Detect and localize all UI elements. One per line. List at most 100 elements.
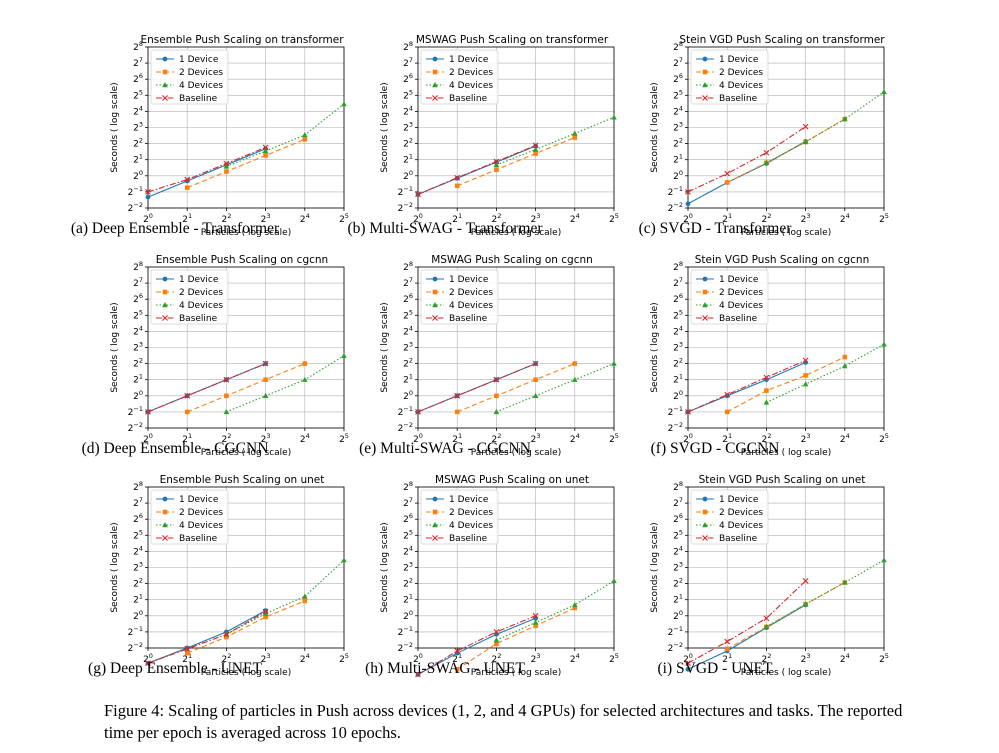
y-tick-label: 20 [673, 389, 683, 402]
data-point [685, 189, 691, 195]
series-line [147, 148, 266, 198]
x-tick-label: 20 [683, 212, 693, 225]
data-point [724, 170, 731, 177]
data-point [223, 408, 230, 415]
data-point [493, 637, 500, 643]
y-tick-label: 21 [133, 373, 143, 386]
chart-svg: MSWAG Push Scaling on unet 2−2 2−1 20 21 22 23… [380, 474, 619, 678]
data-point [803, 373, 808, 378]
plot-frame [147, 266, 345, 429]
series-2-devices [454, 135, 578, 189]
data-point [532, 146, 539, 152]
y-tick-label: 27 [403, 496, 413, 509]
y-tick-label: 20 [133, 389, 143, 402]
data-point [802, 577, 809, 584]
series-2-devices [184, 361, 308, 415]
data-point [184, 392, 191, 399]
plot-frame [687, 46, 885, 209]
x-tick-label: 23 [801, 212, 811, 225]
y-tick-label: 25 [133, 88, 143, 101]
y-tick-label: 2−2 [128, 421, 143, 434]
chart-panel: Ensemble Push Scaling on transformer 2−2 2… [110, 34, 410, 256]
plot-frame [417, 266, 615, 429]
y-tick-label: 27 [133, 496, 143, 509]
data-point [763, 623, 770, 630]
y-tick-label: 23 [673, 561, 683, 574]
series-1-device [145, 361, 268, 415]
data-point [494, 393, 499, 399]
legend-entry: Baseline [179, 94, 218, 104]
x-tick-label: 24 [840, 212, 850, 225]
data-point [341, 101, 347, 107]
legend-marker [432, 496, 438, 502]
y-tick-label: 22 [133, 137, 143, 150]
data-point [802, 123, 809, 130]
x-axis-label: Particles ( log scale) [741, 448, 831, 458]
series-2-devices [184, 598, 308, 656]
y-tick-label: 28 [403, 480, 413, 493]
y-tick-label: 26 [403, 72, 413, 85]
x-tick-label: 21 [722, 652, 732, 665]
chart-panel: Stein VGD Push Scaling on cgcnn 2−2 2−1 20 2… [650, 254, 950, 476]
y-tick-label: 27 [673, 496, 683, 509]
data-point [881, 557, 887, 563]
data-point [532, 360, 539, 367]
y-tick-label: 23 [673, 121, 683, 134]
y-tick-label: 2−2 [128, 641, 143, 654]
y-tick-label: 25 [673, 528, 683, 541]
series-line [456, 363, 576, 413]
y-tick-label: 20 [403, 169, 413, 182]
x-tick-label: 25 [339, 212, 349, 225]
y-tick-label: 23 [673, 341, 683, 354]
data-point [763, 399, 770, 405]
data-point [842, 579, 848, 585]
series-baseline [145, 360, 269, 415]
x-tick-label: 25 [879, 652, 889, 665]
x-tick-label: 25 [339, 652, 349, 665]
y-tick-label: 22 [403, 357, 413, 370]
data-point [145, 189, 151, 195]
x-tick-label: 23 [801, 432, 811, 445]
plot-frame [417, 486, 615, 649]
subfigure-caption: (g) Deep Ensemble - UNET [88, 660, 262, 677]
chart-title: Stein VGD Push Scaling on unet [699, 474, 866, 486]
y-axis-label: Seconds ( log scale) [380, 302, 390, 392]
legend: 1 Device 2 Devices 4 Devices Baseline [690, 49, 769, 105]
x-tick-label: 20 [143, 212, 153, 225]
data-point [184, 185, 190, 190]
series-line [186, 600, 306, 654]
series-line [687, 604, 806, 670]
x-tick-label: 25 [879, 432, 889, 445]
x-tick-label: 24 [570, 432, 580, 445]
y-tick-label: 20 [403, 389, 413, 402]
series-line [147, 146, 266, 193]
y-tick-label: 24 [403, 324, 413, 337]
x-tick-label: 22 [491, 652, 501, 665]
data-point [223, 631, 230, 638]
legend-entry: 2 Devices [179, 68, 223, 78]
figure-caption: Figure 4: Scaling of particles in Push a… [104, 701, 903, 742]
y-tick-label: 27 [403, 56, 413, 69]
data-point [263, 153, 268, 158]
series-baseline [415, 612, 539, 678]
y-tick-label: 26 [133, 512, 143, 525]
chart-panel: MSWAG Push Scaling on unet 2−2 2−1 20 21 22 23… [380, 474, 680, 696]
legend: 1 Device 2 Devices 4 Devices Baseline [420, 269, 499, 325]
legend-marker [162, 289, 168, 295]
y-tick-label: 26 [133, 72, 143, 85]
x-tick-label: 25 [339, 432, 349, 445]
legend-marker [702, 302, 708, 308]
data-point [145, 409, 151, 415]
chart-title: MSWAG Push Scaling on unet [435, 474, 589, 486]
x-tick-label: 23 [261, 432, 271, 445]
data-point [145, 194, 151, 200]
y-tick-label: 2−2 [668, 641, 683, 654]
series-line [456, 607, 576, 670]
data-point [532, 392, 539, 398]
legend-entry: Baseline [719, 94, 758, 104]
legend-marker [162, 535, 168, 541]
legend-entry: Baseline [719, 314, 758, 324]
chart-panel: MSWAG Push Scaling on cgcnn 2−2 2−1 20 21 22 2… [380, 254, 680, 476]
y-tick-label: 28 [133, 260, 143, 273]
data-point [263, 614, 268, 620]
